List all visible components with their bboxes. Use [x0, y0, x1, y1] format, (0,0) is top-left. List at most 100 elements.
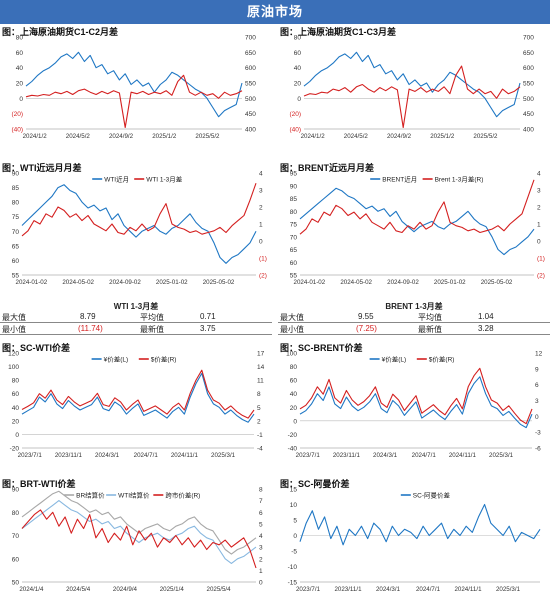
x-tick-label: 2024/1/2	[301, 133, 326, 140]
stats-max-label: 最大值	[2, 313, 26, 322]
y-left-tick-label: 5	[293, 518, 297, 525]
x-tick-label: 2023/11/1	[55, 452, 83, 459]
stats-latest-value: 3.28	[478, 324, 494, 333]
stats-avg-value: 1.04	[478, 312, 494, 321]
y-left-tick-label: 120	[8, 351, 19, 358]
y-left-tick-label: 60	[294, 50, 302, 57]
y-left-tick-label: 95	[290, 171, 298, 178]
y-left-tick-label: 80	[12, 378, 20, 385]
y-right-tick-label: -6	[535, 446, 541, 453]
legend-label: $价差(R)	[429, 354, 455, 363]
series-line-0	[299, 187, 535, 256]
chart-svg: 80 60 40 20 0 (20) (40) 700 650 600 550 500 450 400 20…	[289, 35, 534, 141]
y-left-tick-label: 75	[290, 222, 298, 229]
y-left-tick-label: -15	[288, 580, 298, 587]
x-tick-label: 2023/7/1	[296, 586, 321, 593]
y-right-tick-label: 600	[245, 65, 256, 72]
x-tick-label: 2024-09-02	[387, 279, 419, 286]
y-left-tick-label: 15	[290, 487, 298, 494]
y-right-tick-label: 4	[537, 171, 541, 178]
x-tick-label: 2025/5/2	[473, 133, 498, 140]
y-left-tick-label: 20	[294, 81, 302, 88]
x-tick-label: 2025/3/1	[211, 452, 236, 459]
y-right-tick-label: 0	[259, 239, 263, 246]
y-left-tick-label: 65	[290, 247, 298, 254]
y-left-tick-label: (20)	[11, 111, 23, 118]
x-tick-label: 2025-05-02	[481, 279, 513, 286]
y-left-tick-label: 60	[12, 258, 20, 265]
y-left-tick-label: 65	[12, 243, 20, 250]
series-line-0	[25, 51, 243, 118]
x-tick-label: 2024/3/1	[376, 586, 401, 593]
x-tick-label: 2025/3/1	[489, 452, 514, 459]
y-left-tick-label: 40	[290, 391, 298, 398]
chart-title: 图：SC-BRENT价差	[280, 343, 363, 353]
y-right-tick-label: 5	[259, 521, 263, 528]
y-right-tick-label: 6	[259, 510, 263, 517]
x-tick-label: 2025/3/1	[496, 586, 521, 593]
y-left-tick-label: 90	[290, 183, 298, 190]
y-right-tick-label: 4	[259, 171, 263, 178]
y-right-tick-label: 1	[259, 222, 263, 229]
y-left-tick-label: 85	[12, 185, 20, 192]
series-line-0	[21, 372, 255, 423]
x-tick-label: 2024/7/1	[412, 452, 437, 459]
series-line-1	[299, 367, 533, 425]
series-line-1	[21, 183, 257, 237]
y-left-tick-label: 80	[290, 209, 298, 216]
y-left-tick-label: 80	[294, 35, 302, 42]
x-tick-label: 2024/9/4	[113, 586, 138, 593]
y-left-tick-label: 20	[12, 418, 20, 425]
stats-max-value: 8.79	[80, 312, 96, 321]
y-right-tick-label: 600	[523, 65, 534, 72]
x-tick-label: 2024/9/2	[387, 133, 412, 140]
x-tick-label: 2025-01-02	[434, 279, 466, 286]
chart-title: 图：BRENT近远月月差	[280, 163, 374, 173]
chart-svg: 90 80 70 60 50 8 7 6 5 4 3 2 1 0 2024/1/4 2024/5/4 2024/…	[12, 487, 263, 594]
y-left-tick-label: 0	[293, 533, 297, 540]
y-right-tick-label: 0	[537, 239, 541, 246]
legend-label: WTI 1-3月差	[146, 174, 183, 183]
y-left-tick-label: 75	[12, 214, 20, 221]
y-left-tick-label: (40)	[11, 127, 23, 134]
y-left-tick-label: 70	[12, 229, 20, 236]
chart-title: 图：上海原油期货C1-C2月差	[2, 27, 119, 37]
y-right-tick-label: 0	[535, 414, 539, 421]
y-right-tick-label: 2	[259, 556, 263, 563]
chart-panel-p8: 图：SC-阿曼价差 15 10 5 0 -5 -10 -15 2023/7/1 2023/11/1…	[278, 477, 550, 604]
y-right-tick-label: 650	[245, 50, 256, 57]
y-right-tick-label: 550	[245, 81, 256, 88]
y-left-tick-label: 60	[16, 50, 24, 57]
y-left-tick-label: 60	[12, 556, 20, 563]
stats-max-label: 最大值	[280, 313, 304, 322]
chart-panel-p1: 图：上海原油期货C1-C2月差 80 60 40 20 0 (20) (40) 700 650 60…	[0, 25, 272, 155]
y-right-tick-label: 6	[535, 382, 539, 389]
y-right-tick-label: 1	[537, 222, 541, 229]
legend-label: SC-阿曼价差	[413, 490, 451, 499]
x-tick-label: 2023/11/1	[334, 586, 362, 593]
chart-panel-p4: 图：BRENT近远月月差 95 90 85 80 75 70 65 60 55 4 3 2 1 0 (1) (2…	[278, 161, 550, 299]
y-right-tick-label: 12	[535, 351, 543, 358]
x-tick-label: 2025/1/2	[430, 133, 455, 140]
x-tick-label: 2024-05-02	[62, 279, 94, 286]
y-right-tick-label: 9	[535, 366, 539, 373]
chart-panel-p7: 图：BRT-WTI价差 90 80 70 60 50 8 7 6 5 4 3 2 1 0 2024/1/4 20…	[0, 477, 272, 604]
stats-latest-value: 3.75	[200, 324, 216, 333]
x-tick-label: 2024/11/1	[454, 586, 482, 593]
chart-panel-p6: 图：SC-BRENT价差 100 80 60 40 20 0 -20 -40 12 9 6 3 0 -3 -6…	[278, 341, 550, 472]
x-tick-label: 2024/11/1	[449, 452, 477, 459]
stats-min-label: 最小值	[280, 325, 304, 334]
legend-label: ¥价差(L)	[382, 354, 407, 363]
stats-table-brent: BRENT 1-3月差 最大值 9.55 平均值 1.04 最小值 (7.25)…	[278, 301, 550, 337]
y-right-tick-label: 17	[257, 351, 265, 358]
y-right-tick-label: (2)	[259, 273, 267, 280]
chart-title: 图：SC-WTI价差	[2, 343, 70, 353]
y-left-tick-label: -20	[10, 446, 20, 453]
chart-svg: 95 90 85 80 75 70 65 60 55 4 3 2 1 0 (1) (2) 2024-01-02 2…	[290, 171, 545, 287]
y-left-tick-label: 0	[297, 96, 301, 103]
y-left-tick-label: 55	[290, 273, 298, 280]
y-left-tick-label: 40	[12, 405, 20, 412]
series-line-0	[303, 51, 521, 118]
y-right-tick-label: 4	[259, 533, 263, 540]
legend-label: WTI近月	[104, 174, 129, 183]
